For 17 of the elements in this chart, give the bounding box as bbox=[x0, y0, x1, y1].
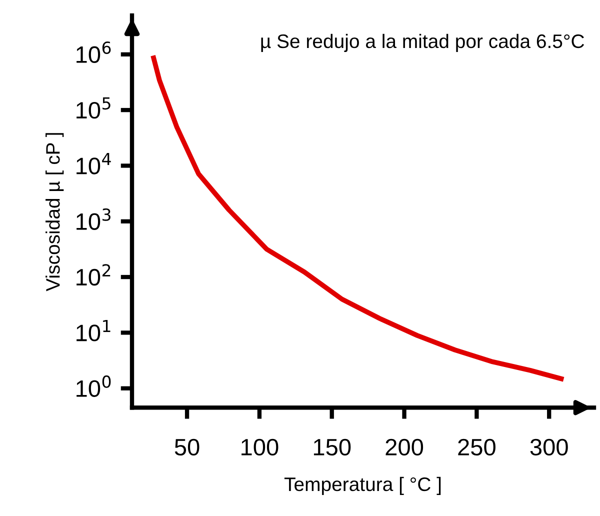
line-series bbox=[150, 53, 566, 382]
x-tick-label: 50 bbox=[174, 438, 200, 456]
annotation: µ Se redujo a la mitad por cada 6.5°C bbox=[261, 34, 584, 52]
x-tick-label: 150 bbox=[314, 438, 351, 456]
y-tick-label: 10$^{1}$ bbox=[76, 320, 110, 342]
y-tick-label: 10$^{3}$ bbox=[76, 208, 110, 230]
y-tick-label: 10$^{5}$ bbox=[76, 97, 110, 119]
y-tick-label: 10$^{2}$ bbox=[76, 264, 110, 286]
x-axis-title: Temperatura [ °C ] bbox=[284, 476, 441, 495]
x-tick-label: 100 bbox=[242, 438, 278, 456]
y-tick-label: 10$^{6}$ bbox=[76, 41, 111, 63]
x-tick-label: 250 bbox=[458, 438, 496, 456]
x-tick-label: 200 bbox=[386, 438, 424, 456]
y-tick-label: 10$^{4}$ bbox=[76, 153, 111, 174]
y-axis-title: Viscosidad µ [ cP ] bbox=[46, 133, 64, 292]
x-tick-label: 300 bbox=[530, 438, 568, 456]
y-tick-label: 10$^{0}$ bbox=[76, 375, 111, 397]
